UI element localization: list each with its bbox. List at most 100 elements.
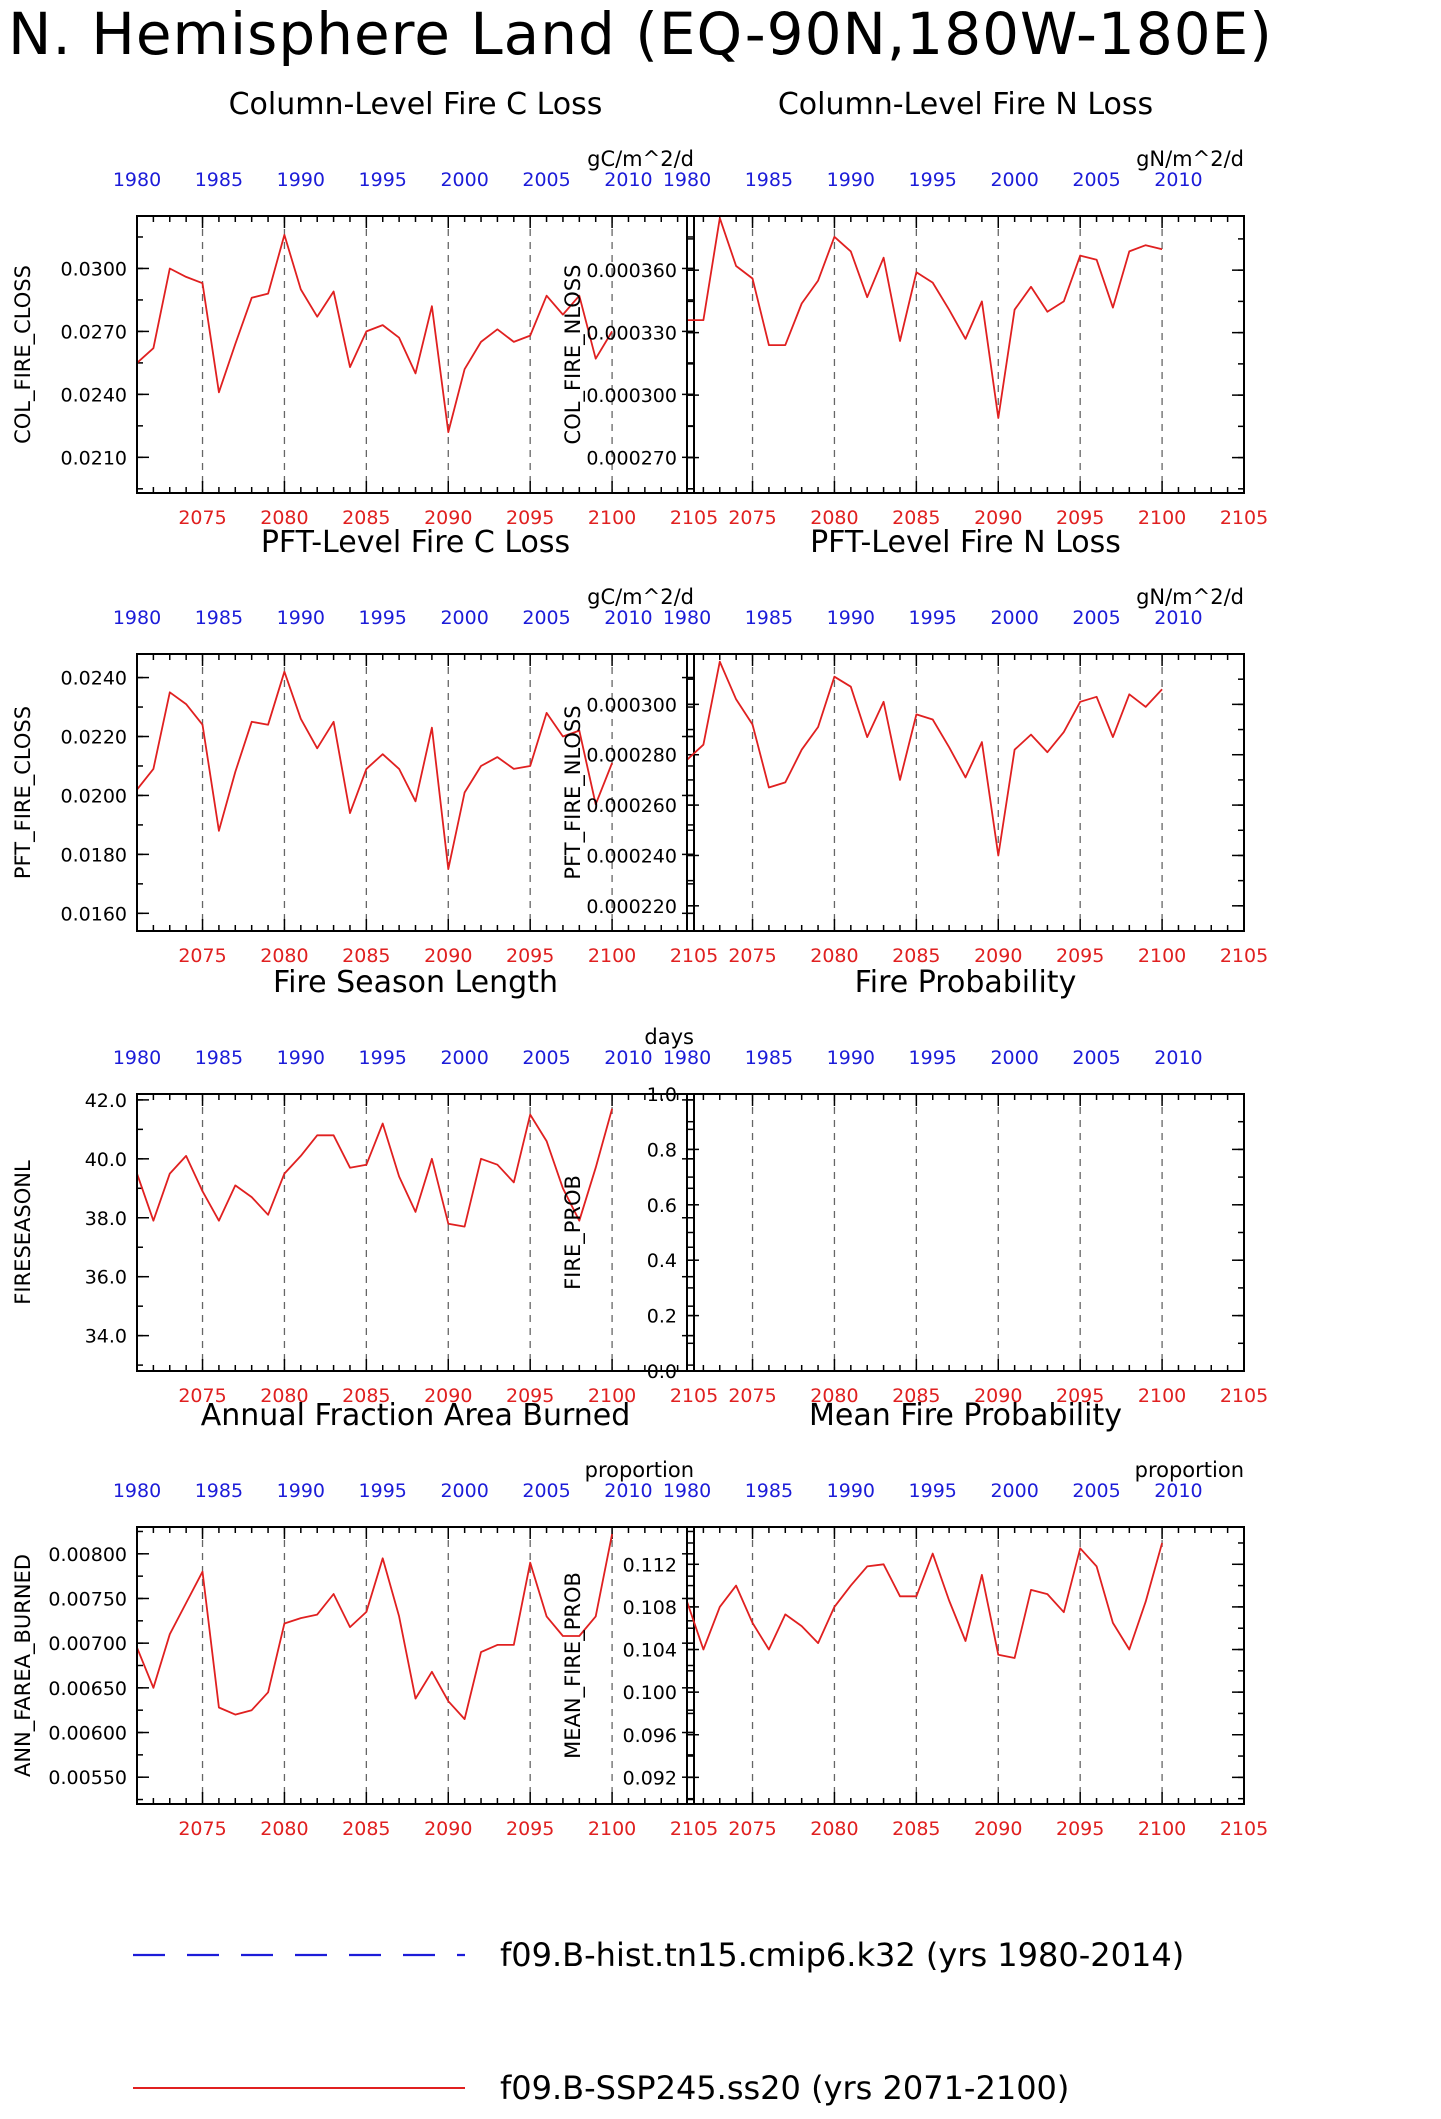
x-bottom-tick-label: 2085 (892, 507, 940, 529)
gridlines (751, 1094, 1163, 1371)
x-bottom-tick-label: 2100 (1138, 945, 1186, 967)
y-axis-label: ANN_FAREA_BURNED (11, 1554, 36, 1777)
x-bottom-tick-label: 2105 (670, 507, 718, 529)
x-bottom-tick-label: 2080 (810, 507, 858, 529)
x-top-tick-label: 1985 (745, 1047, 793, 1069)
x-bottom-tick-label: 2105 (1220, 945, 1268, 967)
chart-panel-3: PFT-Level Fire C Loss gC/m^2/d PFT_FIRE_CL… (11, 525, 718, 967)
x-top-tick-label: 1995 (909, 1480, 957, 1502)
x-bottom-tick-label: 2095 (506, 507, 554, 529)
gridlines (751, 1527, 1163, 1804)
x-top-tick-label: 1980 (663, 607, 711, 629)
x-top-tick-label: 2010 (1154, 1047, 1202, 1069)
y-tick-label: 0.2 (647, 1306, 677, 1328)
x-top-tick-label: 2000 (990, 169, 1038, 191)
x-top-tick-label: 2010 (1154, 607, 1202, 629)
x-bottom-tick-label: 2095 (1056, 1818, 1104, 1840)
x-top-tick-label: 1990 (827, 607, 875, 629)
x-bottom-tick-label: 2100 (588, 507, 636, 529)
y-tick-label: 0.00650 (48, 1678, 127, 1700)
x-top-tick-label: 1995 (359, 1480, 407, 1502)
x-top-tick-label: 2000 (440, 1480, 488, 1502)
series-line-ssp (687, 217, 1163, 419)
x-top-tick-label: 1985 (745, 169, 793, 191)
y-tick-label: 0.00600 (48, 1723, 127, 1745)
y-tick-label: 0.0210 (61, 447, 127, 469)
y-tick-label: 0.092 (623, 1767, 677, 1789)
y-tick-label: 0.000300 (586, 694, 677, 716)
x-top-tick-label: 2005 (522, 607, 570, 629)
legend-label-ssp: f09.B-SSP245.ss20 (yrs 2071-2100) (500, 2069, 1069, 2107)
x-bottom-tick-label: 2090 (974, 1818, 1022, 1840)
y-tick-label: 0.4 (647, 1250, 677, 1272)
y-tick-label: 0.000280 (586, 745, 677, 767)
y-tick-label: 0.112 (623, 1554, 677, 1576)
x-bottom-tick-label: 2075 (728, 1385, 776, 1407)
x-top-tick-label: 2005 (522, 169, 570, 191)
x-top-tick-label: 1995 (359, 607, 407, 629)
x-top-tick-label: 2000 (990, 1480, 1038, 1502)
x-top-tick-label: 1985 (745, 607, 793, 629)
plot-frame (136, 215, 695, 494)
x-top-tick-label: 1980 (663, 1480, 711, 1502)
y-tick-label: 1.0 (647, 1084, 677, 1106)
y-tick-label: 0.6 (647, 1195, 677, 1217)
y-tick-label: 0.000260 (586, 795, 677, 817)
x-top-tick-label: 1985 (195, 607, 243, 629)
x-bottom-tick-label: 2100 (588, 945, 636, 967)
x-bottom-tick-label: 2085 (892, 1818, 940, 1840)
x-ticks (686, 216, 1245, 493)
x-bottom-tick-label: 2080 (260, 945, 308, 967)
y-tick-label: 0.0180 (61, 844, 127, 866)
x-bottom-tick-label: 2080 (260, 507, 308, 529)
chart-title: Fire Probability (855, 965, 1077, 1000)
x-bottom-tick-label: 2095 (506, 1385, 554, 1407)
x-bottom-tick-label: 2105 (1220, 1818, 1268, 1840)
x-bottom-tick-label: 2105 (670, 945, 718, 967)
y-tick-label: 0.0300 (61, 258, 127, 280)
x-bottom-tick-label: 2095 (1056, 507, 1104, 529)
chart-title: Column-Level Fire C Loss (229, 87, 603, 122)
x-top-tick-label: 2005 (1072, 1047, 1120, 1069)
y-tick-label: 0.0240 (61, 668, 127, 690)
x-bottom-tick-label: 2085 (342, 945, 390, 967)
legend-label-hist: f09.B-hist.tn15.cmip6.k32 (yrs 1980-2014… (500, 1936, 1184, 1974)
x-top-tick-label: 1980 (663, 169, 711, 191)
x-bottom-tick-label: 2100 (588, 1818, 636, 1840)
y-tick-label: 0.0200 (61, 785, 127, 807)
y-axis-label: MEAN_FIRE_PROB (561, 1572, 586, 1759)
chart-title: PFT-Level Fire C Loss (261, 525, 570, 560)
plot-frame (686, 1526, 1245, 1805)
x-ticks (136, 1094, 695, 1371)
series-line-ssp (136, 1533, 613, 1720)
y-tick-label: 40.0 (85, 1149, 127, 1171)
x-top-tick-label: 1995 (909, 1047, 957, 1069)
x-top-tick-label: 1985 (195, 169, 243, 191)
chart-title: Fire Season Length (273, 965, 558, 1000)
y-tick-label: 0.0160 (61, 903, 127, 925)
x-top-tick-label: 1995 (359, 169, 407, 191)
x-top-tick-label: 2010 (604, 1047, 652, 1069)
x-bottom-tick-label: 2085 (342, 1818, 390, 1840)
y-tick-label: 0.000300 (586, 385, 677, 407)
chart-panel-2: Column-Level Fire N Loss gN/m^2/d COL_FIRE… (561, 87, 1268, 529)
y-tick-label: 0.0270 (61, 321, 127, 343)
chart-panel-7: Annual Fraction Area Burned proportion ANN… (11, 1398, 718, 1840)
units-label: gN/m^2/d (1136, 585, 1244, 609)
x-bottom-tick-label: 2080 (260, 1818, 308, 1840)
x-bottom-tick-label: 2095 (506, 1818, 554, 1840)
units-label: gN/m^2/d (1136, 147, 1244, 171)
x-bottom-tick-label: 2080 (810, 945, 858, 967)
series-line-ssp (136, 670, 613, 870)
x-top-tick-label: 1995 (909, 607, 957, 629)
x-bottom-tick-label: 2085 (342, 507, 390, 529)
y-tick-label: 0.000220 (586, 896, 677, 918)
y-tick-label: 0.108 (623, 1597, 677, 1619)
chart-panel-5: Fire Season Length days FIRESEASONL 2075 208… (11, 965, 718, 1407)
y-tick-label: 36.0 (85, 1267, 127, 1289)
y-tick-label: 0.000270 (586, 448, 677, 470)
y-tick-label: 0.0 (647, 1361, 677, 1383)
x-top-tick-label: 1980 (113, 169, 161, 191)
y-axis-label: COL_FIRE_NLOSS (561, 265, 586, 445)
x-bottom-tick-label: 2100 (1138, 1385, 1186, 1407)
